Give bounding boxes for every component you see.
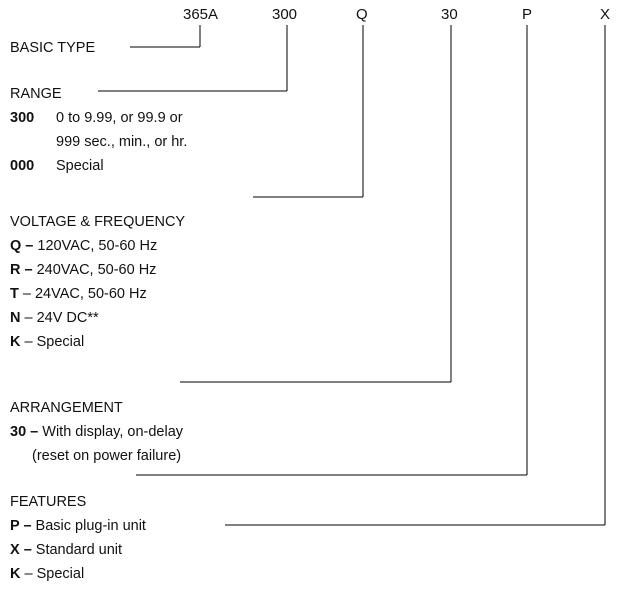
voltage-item-t: T – 24VAC, 50-60 Hz [10,286,147,302]
arrangement-item-30-cont: (reset on power failure) [32,448,182,464]
range-desc-300: 0 to 9.99, or 99.9 or [56,110,183,126]
range-heading: RANGE [10,86,62,102]
voltage-item-n: N – 24V DC** [10,310,99,326]
arrangement-item-30: 30 – With display, on-delay [10,424,184,440]
voltage-item-r: R – 240VAC, 50-60 Hz [10,262,157,278]
voltage-item-k: K – Special [10,334,85,350]
arrangement-heading: ARRANGEMENT [10,400,123,416]
range-desc-000: Special [56,158,104,174]
voltage-item-q: Q – 120VAC, 50-60 Hz [10,238,158,254]
code-extra: X [600,6,611,23]
features-item-k: K – Special [10,566,85,582]
range-code-300: 300 [10,110,35,126]
voltage-heading: VOLTAGE & FREQUENCY [10,214,186,230]
range-code-000: 000 [10,158,35,174]
basic-type-label: BASIC TYPE [10,40,96,56]
features-heading: FEATURES [10,494,87,510]
features-item-x: X – Standard unit [10,542,123,558]
code-voltage: Q [356,6,368,23]
code-range: 300 [272,6,298,23]
code-basic-type: 365A [183,6,219,23]
code-features: P [522,6,533,23]
features-item-p: P – Basic plug-in unit [10,518,146,534]
range-desc-300-cont: 999 sec., min., or hr. [56,134,188,150]
code-arrangement: 30 [441,6,458,23]
